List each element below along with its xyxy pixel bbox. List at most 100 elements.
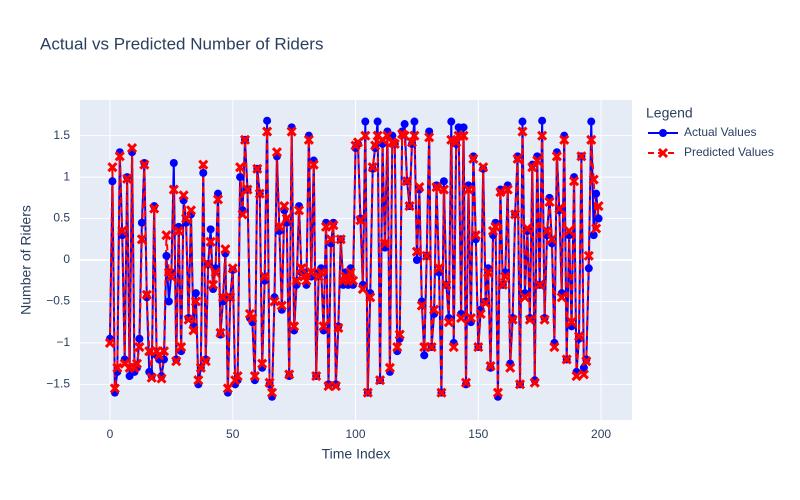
marker xyxy=(551,151,562,162)
marker xyxy=(122,173,133,184)
marker xyxy=(473,341,484,353)
marker xyxy=(556,292,567,303)
marker xyxy=(460,377,472,388)
marker xyxy=(263,116,272,125)
marker xyxy=(208,279,219,290)
marker xyxy=(522,223,533,234)
chart-title: Actual vs Predicted Number of Riders xyxy=(40,34,323,53)
marker xyxy=(239,134,251,145)
y-tick-label: 0.5 xyxy=(53,211,70,225)
marker xyxy=(134,341,145,353)
marker xyxy=(592,189,601,198)
marker xyxy=(534,279,545,290)
marker xyxy=(149,203,160,214)
marker xyxy=(193,375,204,386)
marker xyxy=(492,387,503,398)
marker xyxy=(271,147,282,158)
marker xyxy=(485,361,496,372)
marker xyxy=(328,220,339,231)
marker xyxy=(541,225,553,237)
marker xyxy=(586,134,597,145)
marker xyxy=(198,159,209,170)
marker xyxy=(237,209,248,220)
marker xyxy=(447,117,456,126)
marker xyxy=(235,162,246,173)
marker xyxy=(593,201,604,212)
marker xyxy=(286,126,297,137)
marker xyxy=(400,120,409,129)
marker xyxy=(104,337,116,348)
marker xyxy=(242,184,253,195)
marker xyxy=(185,205,197,216)
marker xyxy=(114,151,125,162)
marker xyxy=(559,134,570,145)
marker xyxy=(293,205,305,216)
marker xyxy=(538,116,547,125)
marker xyxy=(566,317,577,328)
marker xyxy=(576,151,587,162)
marker xyxy=(456,312,467,324)
marker xyxy=(345,267,356,278)
marker xyxy=(588,174,599,185)
marker xyxy=(236,173,245,182)
marker xyxy=(266,387,278,398)
marker xyxy=(500,271,511,282)
marker xyxy=(136,234,147,245)
marker xyxy=(420,351,429,360)
marker xyxy=(249,371,260,382)
marker xyxy=(524,314,535,325)
marker xyxy=(126,143,138,154)
marker xyxy=(404,201,415,212)
marker xyxy=(392,341,403,353)
marker xyxy=(505,362,516,373)
marker xyxy=(480,298,491,309)
marker xyxy=(568,176,580,187)
marker xyxy=(443,317,454,328)
marker xyxy=(199,168,208,177)
marker xyxy=(161,230,172,241)
marker xyxy=(451,137,462,148)
marker xyxy=(594,214,603,223)
marker xyxy=(141,289,152,300)
legend-marker xyxy=(659,129,667,137)
legend-label: Actual Values xyxy=(684,125,757,139)
x-tick-label: 100 xyxy=(345,427,365,441)
marker xyxy=(330,380,341,392)
marker xyxy=(169,159,178,168)
marker xyxy=(360,130,371,141)
marker xyxy=(402,176,413,187)
marker xyxy=(335,234,346,245)
marker xyxy=(517,126,528,137)
marker xyxy=(215,327,226,339)
marker xyxy=(424,132,435,143)
marker xyxy=(587,117,596,126)
marker xyxy=(495,186,506,198)
marker xyxy=(448,341,459,353)
marker xyxy=(361,117,370,126)
marker xyxy=(384,362,395,373)
marker xyxy=(301,275,312,286)
marker xyxy=(510,209,521,220)
marker xyxy=(220,244,231,255)
marker xyxy=(291,275,302,286)
y-tick-label: −0.5 xyxy=(46,294,70,308)
marker xyxy=(316,267,327,278)
marker xyxy=(232,371,243,382)
marker xyxy=(276,300,287,311)
y-tick-label: 1 xyxy=(63,169,70,183)
marker xyxy=(459,123,468,132)
series-line xyxy=(108,131,600,393)
marker xyxy=(416,300,427,311)
marker xyxy=(539,314,550,325)
marker xyxy=(583,250,594,261)
marker xyxy=(281,213,292,224)
y-tick-label: 0 xyxy=(63,252,70,266)
marker xyxy=(529,377,540,388)
marker xyxy=(164,297,173,306)
marker xyxy=(191,289,200,298)
marker xyxy=(514,379,526,390)
marker xyxy=(571,371,582,382)
marker xyxy=(584,264,593,273)
marker xyxy=(200,356,211,367)
marker xyxy=(478,162,489,173)
